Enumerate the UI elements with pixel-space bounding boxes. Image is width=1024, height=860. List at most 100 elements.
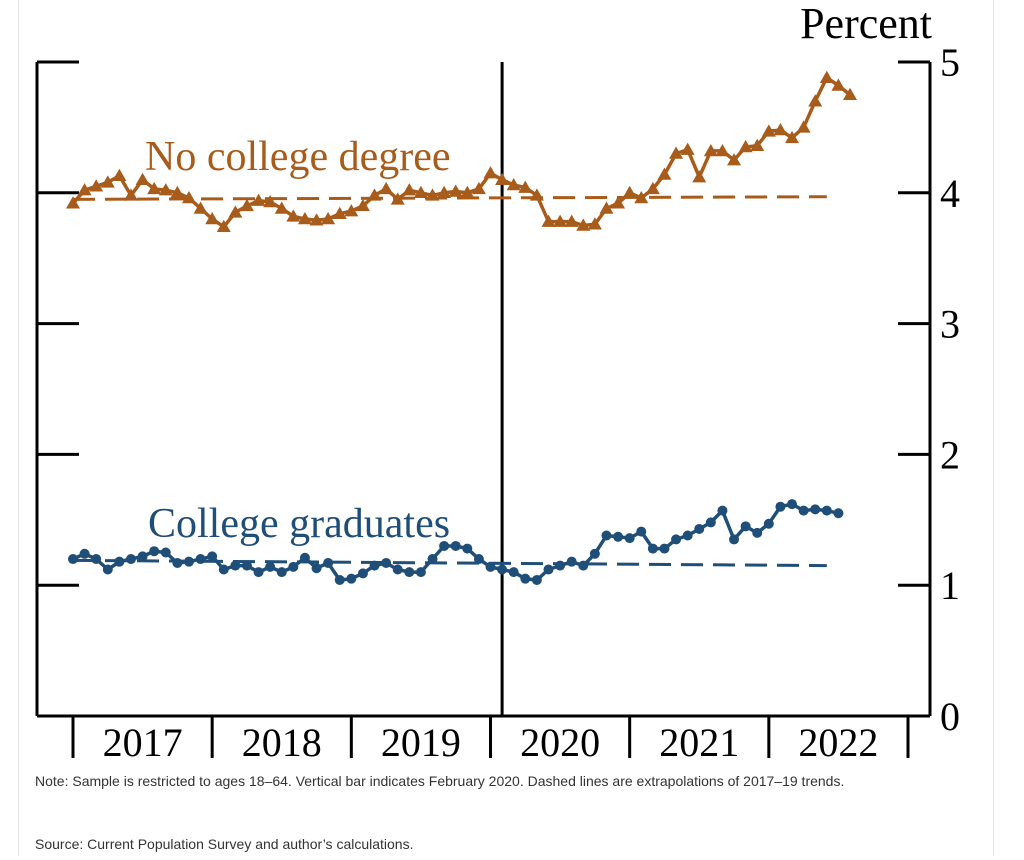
data-point [555, 560, 566, 571]
data-point [413, 185, 428, 199]
data-point [682, 530, 693, 541]
data-point [460, 185, 475, 199]
data-point [833, 508, 844, 519]
data-point [158, 183, 173, 196]
figure-frame [18, 0, 994, 856]
data-point [750, 138, 765, 151]
data-point [471, 181, 486, 195]
data-point [357, 568, 368, 579]
data-point [114, 556, 125, 567]
data-point [821, 505, 832, 516]
data-point [495, 172, 510, 185]
data-point [692, 170, 707, 183]
data-point [230, 560, 241, 571]
data-point [775, 501, 786, 512]
data-point [334, 574, 345, 585]
y-tick-label: 1 [940, 563, 960, 608]
y-tick-label: 3 [940, 302, 960, 347]
data-point [531, 574, 542, 585]
data-point [634, 191, 649, 204]
data-point [659, 543, 670, 554]
data-point [100, 175, 115, 188]
data-point [297, 211, 312, 225]
data-point [147, 181, 162, 195]
y-tick-label: 2 [940, 432, 960, 477]
data-point [761, 124, 776, 137]
data-point [125, 554, 136, 565]
data-point [508, 567, 519, 578]
data-point [309, 213, 324, 226]
data-point [137, 551, 148, 562]
data-point [392, 564, 403, 575]
data-point [576, 218, 591, 231]
data-point [819, 70, 834, 83]
data-point [332, 206, 347, 219]
x-tick-label: 2018 [242, 720, 322, 765]
data-point [427, 554, 438, 565]
data-point [181, 191, 196, 204]
data-point [239, 198, 254, 212]
data-point [367, 188, 382, 201]
data-point [415, 567, 426, 578]
data-point [506, 177, 521, 191]
data-point [241, 560, 252, 571]
data-point [831, 78, 846, 91]
data-point [437, 185, 452, 199]
data-point [796, 120, 811, 133]
data-point [251, 193, 266, 206]
data-point [228, 205, 243, 218]
data-point [541, 214, 556, 227]
data-point [79, 548, 90, 559]
data-point [613, 531, 624, 542]
data-point [773, 123, 788, 136]
data-point [729, 534, 740, 545]
series-label-college: College graduates [148, 501, 450, 547]
data-point [705, 517, 716, 528]
chart-note: Note: Sample is restricted to ages 18–64… [35, 773, 845, 789]
data-point [112, 168, 127, 182]
data-point [601, 530, 612, 541]
data-point [265, 561, 276, 572]
data-point [218, 564, 229, 575]
data-point [462, 543, 473, 554]
data-point [787, 499, 798, 510]
data-point [473, 554, 484, 565]
data-point [381, 557, 392, 568]
data-point [587, 217, 602, 230]
data-point [89, 179, 104, 192]
data-point [763, 518, 774, 529]
data-point [529, 188, 544, 201]
data-point [645, 181, 660, 195]
x-tick-label: 2021 [659, 720, 739, 765]
series-label-no-college: No college degree [145, 134, 451, 180]
data-series [66, 70, 858, 585]
data-point [207, 551, 218, 562]
data-point [193, 201, 208, 214]
data-point [172, 557, 183, 568]
data-point [404, 567, 415, 578]
data-point [680, 142, 695, 155]
data-point [323, 557, 334, 568]
data-point [288, 561, 299, 572]
data-point [578, 560, 589, 571]
data-point [402, 183, 417, 196]
data-point [450, 540, 461, 551]
data-point [68, 554, 78, 565]
data-point [379, 181, 394, 195]
data-point [752, 527, 763, 538]
data-point [286, 209, 301, 222]
data-point [636, 526, 647, 537]
data-point [390, 192, 405, 205]
data-point [135, 172, 150, 185]
data-point [369, 560, 380, 571]
data-point [344, 204, 359, 217]
data-point [123, 188, 138, 201]
data-point [738, 140, 753, 153]
trend-line [72, 195, 827, 201]
data-point [170, 185, 185, 199]
data-point [355, 198, 370, 212]
data-point [439, 540, 450, 551]
data-point [543, 564, 554, 575]
data-point [274, 201, 289, 214]
